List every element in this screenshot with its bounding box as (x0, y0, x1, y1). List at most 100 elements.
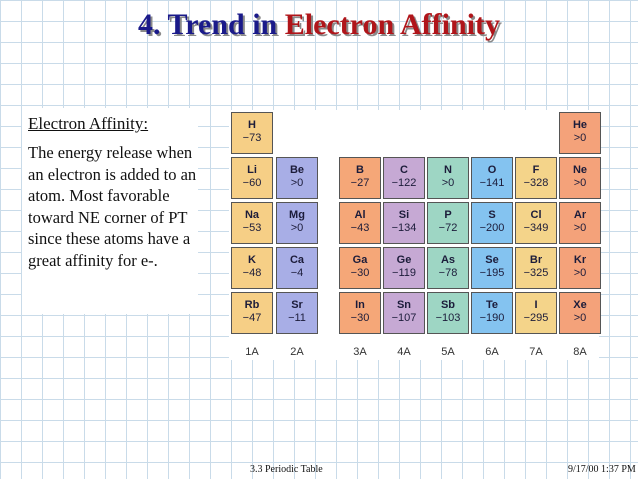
element-symbol: Xe (573, 299, 587, 311)
element-affinity: −328 (523, 177, 549, 189)
element-cell: I −295 (515, 292, 557, 334)
element-affinity: −72 (438, 222, 458, 234)
element-cell: Ne >0 (559, 157, 601, 199)
element-symbol: S (488, 209, 496, 221)
element-cell: As −78 (427, 247, 469, 289)
element-symbol: Si (398, 209, 410, 221)
element-affinity: >0 (441, 177, 455, 189)
text-panel: Electron Affinity: The energy release wh… (22, 108, 198, 314)
element-cell: In −30 (339, 292, 381, 334)
element-affinity: −295 (523, 312, 549, 324)
element-symbol: Sn (396, 299, 412, 311)
group-label: 7A (529, 346, 543, 358)
element-symbol: Be (289, 164, 305, 176)
element-cell: Te −190 (471, 292, 513, 334)
element-cell: Cl −349 (515, 202, 557, 244)
group-label: 2A (290, 346, 304, 358)
element-symbol: Mg (289, 209, 305, 221)
element-cell: Li −60 (231, 157, 273, 199)
element-cell: Mg >0 (276, 202, 318, 244)
group-label: 5A (441, 346, 455, 358)
element-cell: N >0 (427, 157, 469, 199)
group-label: 4A (397, 346, 411, 358)
element-symbol: Se (485, 254, 499, 266)
element-affinity: −200 (479, 222, 505, 234)
element-affinity: −325 (523, 267, 549, 279)
element-symbol: Sb (440, 299, 456, 311)
element-symbol: In (355, 299, 365, 311)
title-prefix: 4. Trend in (138, 8, 285, 41)
element-symbol: Ne (572, 164, 588, 176)
element-symbol: C (400, 164, 408, 176)
element-affinity: >0 (573, 312, 587, 324)
element-symbol: B (356, 164, 364, 176)
group-label: 8A (573, 346, 587, 358)
element-affinity: >0 (290, 222, 304, 234)
element-cell: Ar >0 (559, 202, 601, 244)
element-affinity: −349 (523, 222, 549, 234)
element-affinity: −107 (391, 312, 417, 324)
element-cell: C −122 (383, 157, 425, 199)
element-affinity: −30 (350, 312, 370, 324)
element-cell: Ga −30 (339, 247, 381, 289)
element-affinity: >0 (573, 222, 587, 234)
element-symbol: Ga (352, 254, 368, 266)
element-symbol: Rb (244, 299, 260, 311)
element-cell: O −141 (471, 157, 513, 199)
element-cell: F −328 (515, 157, 557, 199)
element-symbol: Br (529, 254, 543, 266)
element-symbol: Te (485, 299, 499, 311)
element-affinity: −30 (350, 267, 370, 279)
element-symbol: N (444, 164, 452, 176)
element-symbol: Cl (530, 209, 542, 221)
element-cell: S −200 (471, 202, 513, 244)
element-symbol: Li (247, 164, 257, 176)
footer-title: 3.3 Periodic Table (250, 464, 323, 475)
element-symbol: Na (244, 209, 260, 221)
element-symbol: He (572, 119, 588, 131)
element-symbol: I (534, 299, 538, 311)
element-cell: Na −53 (231, 202, 273, 244)
group-label: 3A (353, 346, 367, 358)
element-symbol: K (248, 254, 256, 266)
element-symbol: H (248, 119, 256, 131)
element-affinity: −141 (479, 177, 505, 189)
element-symbol: As (440, 254, 456, 266)
slide-title: 4. Trend in Electron Affinity (0, 8, 638, 42)
definition-body: The energy release when an electron is a… (28, 143, 197, 270)
element-symbol: Kr (573, 254, 587, 266)
element-affinity: >0 (573, 132, 587, 144)
element-symbol: F (532, 164, 540, 176)
element-cell: P −72 (427, 202, 469, 244)
definition-heading: Electron Affinity: (28, 114, 149, 133)
element-cell: Kr >0 (559, 247, 601, 289)
periodic-table: H −73 He >0 Li −60 Be >0 B −27 C −122 N >0 O −14… (229, 110, 601, 360)
element-cell: K −48 (231, 247, 273, 289)
element-affinity: −78 (438, 267, 458, 279)
element-affinity: −119 (392, 267, 416, 279)
element-affinity: −27 (350, 177, 370, 189)
element-cell: Ge −119 (383, 247, 425, 289)
element-cell: Be >0 (276, 157, 318, 199)
element-affinity: −190 (479, 312, 505, 324)
element-cell: Sb −103 (427, 292, 469, 334)
group-label: 6A (485, 346, 499, 358)
element-affinity: −43 (350, 222, 370, 234)
element-affinity: −4 (290, 267, 304, 279)
element-affinity: >0 (290, 177, 304, 189)
element-cell: Al −43 (339, 202, 381, 244)
title-accent: Electron Affinity (284, 8, 500, 41)
element-affinity: −11 (288, 312, 306, 324)
element-affinity: −47 (242, 312, 262, 324)
element-cell: B −27 (339, 157, 381, 199)
element-cell: Sr −11 (276, 292, 318, 334)
element-affinity: >0 (573, 267, 587, 279)
element-symbol: Al (354, 209, 366, 221)
element-symbol: Sr (291, 299, 303, 311)
element-cell: Si −134 (383, 202, 425, 244)
element-symbol: P (444, 209, 452, 221)
element-affinity: −53 (242, 222, 262, 234)
element-cell: Sn −107 (383, 292, 425, 334)
element-affinity: −122 (391, 177, 417, 189)
group-label: 1A (245, 346, 259, 358)
